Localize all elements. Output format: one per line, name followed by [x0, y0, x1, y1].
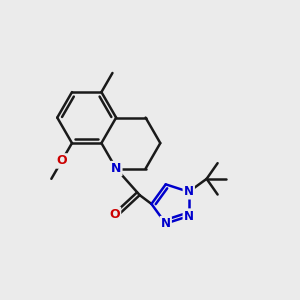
Text: N: N [184, 210, 194, 223]
Text: N: N [184, 185, 194, 198]
Text: O: O [110, 208, 120, 221]
Text: N: N [161, 217, 171, 230]
Text: O: O [56, 154, 67, 167]
Text: N: N [111, 162, 121, 175]
